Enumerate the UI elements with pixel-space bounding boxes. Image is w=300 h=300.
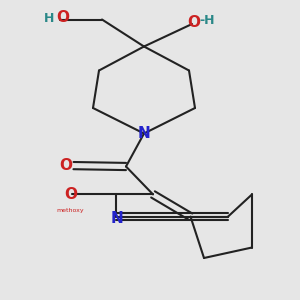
Text: O: O (187, 15, 200, 30)
Text: H: H (44, 11, 54, 25)
Text: methoxy: methoxy (57, 208, 84, 213)
Text: O: O (56, 11, 69, 26)
Text: -H: -H (200, 14, 215, 28)
Text: O: O (64, 187, 77, 202)
Text: N: N (111, 211, 123, 226)
Text: N: N (138, 126, 150, 141)
Text: O: O (59, 158, 73, 173)
